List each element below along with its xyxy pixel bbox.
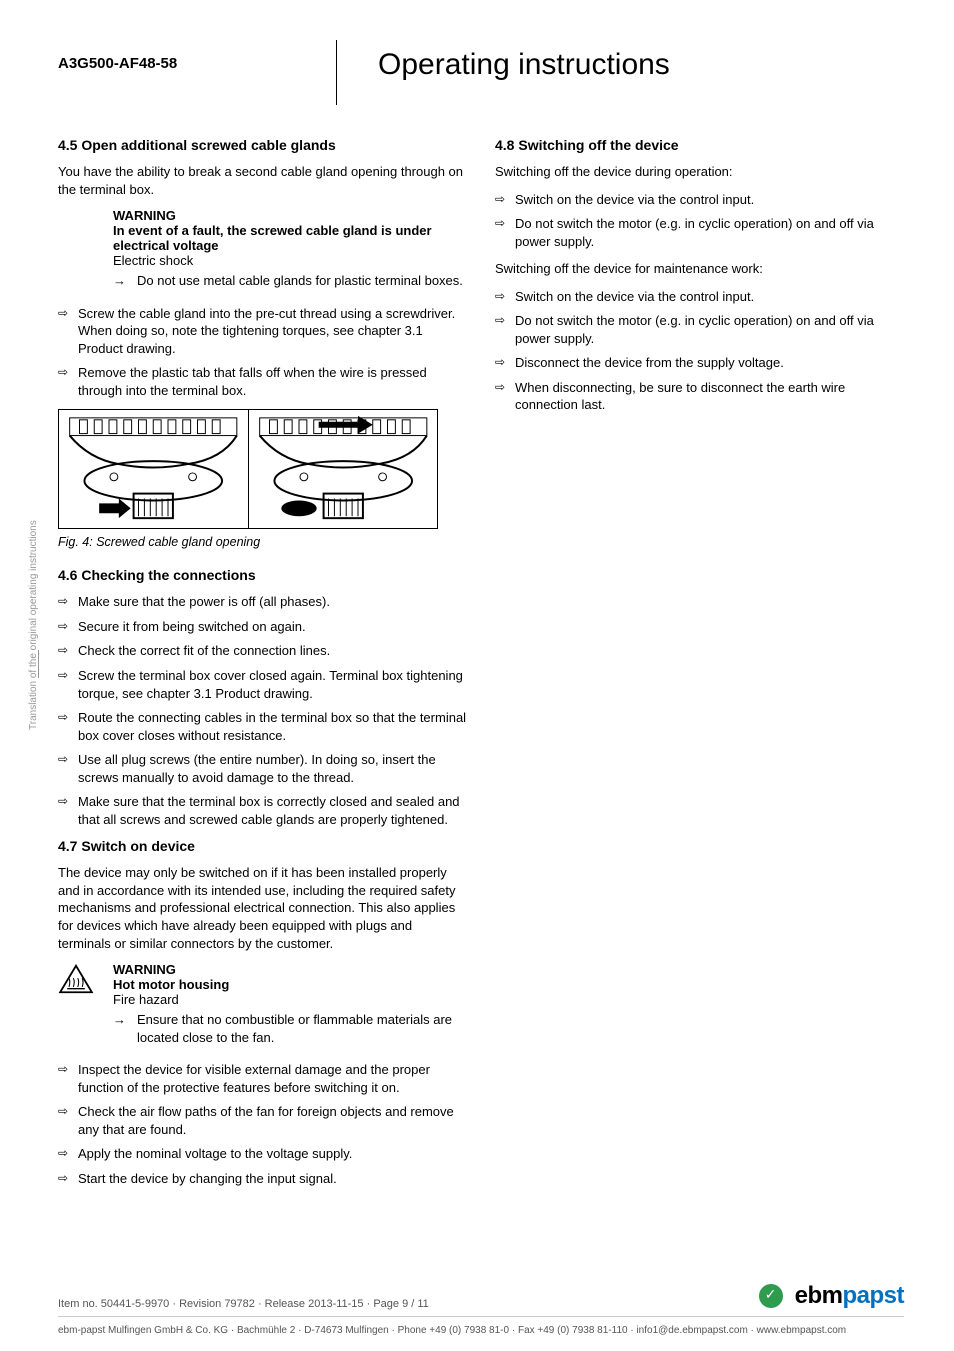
warning-bold-text: Hot motor housing [113, 977, 467, 992]
page-header: A3G500-AF48-58 Operating instructions [58, 40, 904, 82]
warning-sub-text: Electric shock [113, 253, 467, 268]
step-item: Route the connecting cables in the termi… [58, 709, 467, 744]
warning-body-47: WARNING Hot motor housing Fire hazard En… [113, 962, 467, 1051]
right-column: 4.8 Switching off the device Switching o… [495, 137, 904, 1198]
footer-item-line: Item no. 50441-5-9970 · Revision 79782 ·… [58, 1298, 429, 1310]
step-item: Screw the terminal box cover closed agai… [58, 667, 467, 702]
footer-logo-area: ebmpapst [759, 1282, 904, 1310]
page-title: Operating instructions [378, 40, 670, 82]
header-divider [336, 40, 337, 105]
warning-body-45: WARNING In event of a fault, the screwed… [113, 208, 467, 295]
page-footer: Item no. 50441-5-9970 · Revision 79782 ·… [0, 1282, 954, 1351]
step-item: Switch on the device via the control inp… [495, 288, 904, 306]
two-column-layout: 4.5 Open additional screwed cable glands… [58, 137, 904, 1198]
figure-4-left [59, 410, 249, 528]
warning-block-47: WARNING Hot motor housing Fire hazard En… [58, 962, 467, 1051]
section-48-steps1: Switch on the device via the control inp… [495, 191, 904, 251]
section-45-intro: You have the ability to break a second c… [58, 163, 467, 198]
logo-papst-text: papst [842, 1282, 904, 1309]
figure-4 [58, 409, 438, 529]
warning-sub-text: Fire hazard [113, 992, 467, 1007]
warning-arrow-item: Do not use metal cable glands for plasti… [113, 272, 467, 290]
step-item: Screw the cable gland into the pre-cut t… [58, 305, 467, 358]
warning-arrow-list-45: Do not use metal cable glands for plasti… [113, 272, 467, 290]
footer-company-line: ebm-papst Mulfingen GmbH & Co. KG · Bach… [58, 1325, 904, 1336]
section-48-intro1: Switching off the device during operatio… [495, 163, 904, 181]
section-47-steps: Inspect the device for visible external … [58, 1061, 467, 1187]
step-item: Check the air flow paths of the fan for … [58, 1103, 467, 1138]
green-check-badge-icon [759, 1284, 783, 1308]
step-item: Remove the plastic tab that falls off wh… [58, 364, 467, 399]
warning-block-45: WARNING In event of a fault, the screwed… [58, 208, 467, 295]
step-item: When disconnecting, be sure to disconnec… [495, 379, 904, 414]
section-48-intro2: Switching off the device for maintenance… [495, 260, 904, 278]
step-item: Check the correct fit of the connection … [58, 642, 467, 660]
step-item: Secure it from being switched on again. [58, 618, 467, 636]
step-item: Make sure that the terminal box is corre… [58, 793, 467, 828]
section-45-steps: Screw the cable gland into the pre-cut t… [58, 305, 467, 400]
step-item: Do not switch the motor (e.g. in cyclic … [495, 215, 904, 250]
warning-label: WARNING [113, 208, 467, 223]
warning-icon-placeholder [58, 208, 113, 295]
section-48-steps2: Switch on the device via the control inp… [495, 288, 904, 414]
step-item: Disconnect the device from the supply vo… [495, 354, 904, 372]
warning-bold-text: In event of a fault, the screwed cable g… [113, 223, 467, 253]
warning-arrow-list-47: Ensure that no combustible or flammable … [113, 1011, 467, 1046]
model-number: A3G500-AF48-58 [58, 40, 338, 72]
warning-arrow-item: Ensure that no combustible or flammable … [113, 1011, 467, 1046]
figure-4-caption: Fig. 4: Screwed cable gland opening [58, 535, 467, 549]
section-46-heading: 4.6 Checking the connections [58, 567, 467, 583]
section-45-heading: 4.5 Open additional screwed cable glands [58, 137, 467, 153]
figure-4-right [249, 410, 438, 528]
warning-hot-icon [58, 962, 113, 1051]
step-item: Start the device by changing the input s… [58, 1170, 467, 1188]
section-48-heading: 4.8 Switching off the device [495, 137, 904, 153]
step-item: Use all plug screws (the entire number).… [58, 751, 467, 786]
step-item: Apply the nominal voltage to the voltage… [58, 1145, 467, 1163]
section-46-steps: Make sure that the power is off (all pha… [58, 593, 467, 828]
step-item: Inspect the device for visible external … [58, 1061, 467, 1096]
step-item: Make sure that the power is off (all pha… [58, 593, 467, 611]
step-item: Do not switch the motor (e.g. in cyclic … [495, 312, 904, 347]
step-item: Switch on the device via the control inp… [495, 191, 904, 209]
left-column: 4.5 Open additional screwed cable glands… [58, 137, 467, 1198]
warning-label: WARNING [113, 962, 467, 977]
logo-ebm-text: ebm [795, 1282, 843, 1309]
footer-top-row: Item no. 50441-5-9970 · Revision 79782 ·… [58, 1282, 904, 1317]
page-content: A3G500-AF48-58 Operating instructions 4.… [0, 0, 954, 1270]
section-47-intro: The device may only be switched on if it… [58, 864, 467, 952]
ebmpapst-logo: ebmpapst [795, 1282, 904, 1310]
section-47-heading: 4.7 Switch on device [58, 838, 467, 854]
